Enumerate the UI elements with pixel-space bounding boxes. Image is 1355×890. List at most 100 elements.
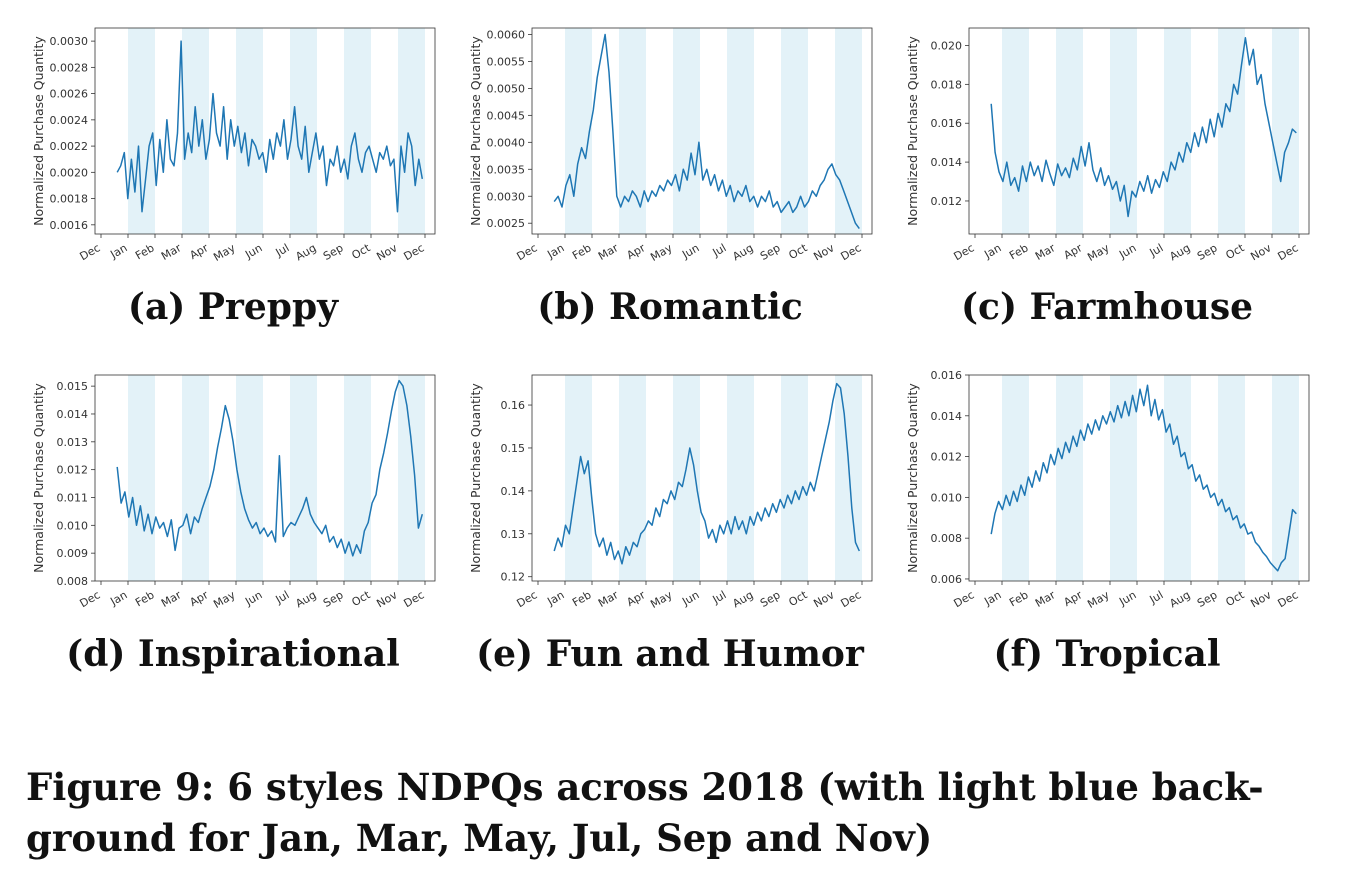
shaded-band-sep — [781, 28, 808, 234]
x-tick-label: Dec — [515, 241, 540, 263]
x-tick-label: Sep — [321, 588, 345, 610]
y-tick-label: 0.0050 — [487, 82, 526, 95]
chart-b: 0.0025 0.0030 0.0035 0.0040 0.0045 0.0050 0.00… — [468, 27, 873, 264]
x-tick-label: Jul — [273, 241, 292, 259]
y-tick-label: 0.0025 — [487, 217, 526, 230]
x-tick-label: Dec — [515, 588, 540, 610]
y-tick-label: 0.012 — [931, 451, 963, 464]
x-tick-label: Jun — [242, 588, 264, 608]
shaded-band-nov — [398, 375, 425, 581]
x-tick-label: Mar — [159, 588, 184, 610]
x-tick-label: Jun — [679, 588, 701, 608]
chart-caption-b: (b) Romantic — [537, 286, 803, 328]
x-tick-label: Dec — [839, 588, 864, 610]
shaded-band-jan — [1002, 28, 1029, 234]
x-tick-label: Oct — [1224, 241, 1248, 262]
y-tick-label: 0.0020 — [50, 166, 89, 179]
shaded-band-jan — [128, 375, 155, 581]
x-tick-label: Jan — [107, 241, 129, 261]
x-tick-label: Jul — [1147, 588, 1166, 606]
chart-panel-a: 0.0016 0.0018 0.0020 0.0022 0.0024 0.0026 0.00… — [15, 16, 451, 351]
shaded-band-jul — [727, 28, 754, 234]
shaded-band-sep — [1218, 28, 1245, 234]
chart-panel-f: 0.006 0.008 0.010 0.012 0.014 0.016 Dec Jan Feb M… — [889, 363, 1325, 698]
shaded-band-sep — [344, 28, 371, 234]
x-tick-label: Sep — [1195, 241, 1219, 263]
x-tick-label: Aug — [730, 588, 755, 610]
x-tick-label: Feb — [1007, 588, 1030, 609]
y-tick-label: 0.14 — [501, 485, 526, 498]
x-tick-label: May — [1085, 241, 1112, 264]
shaded-band-may — [673, 28, 700, 234]
x-tick-label: Jun — [1116, 588, 1138, 608]
x-tick-label: Jan — [107, 588, 129, 608]
y-tick-label: 0.012 — [57, 464, 89, 477]
series-line — [553, 33, 860, 230]
x-tick-label: Nov — [374, 588, 400, 610]
x-tick-label: Jan — [981, 241, 1003, 261]
x-tick-label: Oct — [1224, 588, 1248, 609]
x-tick-label: Aug — [1167, 588, 1192, 610]
x-tick-label: Jul — [710, 241, 729, 259]
shaded-band-jul — [1164, 28, 1191, 234]
x-tick-label: Jun — [679, 241, 701, 261]
y-tick-label: 0.012 — [931, 195, 963, 208]
plot-frame — [94, 374, 436, 582]
x-tick-label: Aug — [730, 241, 755, 263]
y-axis-label: Normalized Purchase Quantity — [31, 383, 46, 573]
shaded-band-nov — [835, 28, 862, 234]
series-line — [990, 36, 1297, 218]
plot-frame — [531, 374, 873, 582]
shaded-band-jul — [290, 28, 317, 234]
x-tick-label: Oct — [350, 241, 374, 262]
x-tick-label: May — [648, 588, 675, 611]
x-tick-label: Jun — [242, 241, 264, 261]
series-line — [116, 379, 424, 557]
shaded-band-nov — [835, 375, 862, 581]
y-tick-label: 0.12 — [501, 571, 526, 584]
y-tick-label: 0.0028 — [50, 61, 89, 74]
y-axis-label: Normalized Purchase Quantity — [468, 36, 483, 226]
x-tick-label: Dec — [839, 241, 864, 263]
shaded-band-sep — [344, 375, 371, 581]
y-tick-label: 0.0030 — [50, 35, 89, 48]
shaded-band-jul — [727, 375, 754, 581]
y-tick-label: 0.008 — [57, 575, 89, 588]
shaded-band-jul — [1164, 375, 1191, 581]
x-tick-label: Nov — [1248, 241, 1274, 263]
plot-frame — [94, 27, 436, 235]
y-tick-label: 0.0026 — [50, 88, 89, 101]
x-tick-label: Jun — [1116, 241, 1138, 261]
shaded-band-mar — [182, 375, 209, 581]
y-tick-label: 0.16 — [501, 399, 526, 412]
chart-panel-b: 0.0025 0.0030 0.0035 0.0040 0.0045 0.0050 0.00… — [452, 16, 888, 351]
x-tick-label: Apr — [188, 588, 211, 609]
y-tick-label: 0.011 — [57, 491, 89, 504]
series-line — [990, 384, 1297, 572]
shaded-band-mar — [182, 28, 209, 234]
x-tick-label: Feb — [133, 241, 156, 262]
x-tick-label: Jan — [544, 588, 566, 608]
y-tick-label: 0.018 — [931, 78, 963, 91]
shaded-band-may — [1110, 28, 1137, 234]
x-tick-label: Feb — [570, 588, 593, 609]
x-tick-label: Sep — [321, 241, 345, 263]
x-tick-label: Apr — [625, 241, 648, 262]
y-axis-label: Normalized Purchase Quantity — [31, 36, 46, 226]
x-tick-label: Apr — [1062, 588, 1085, 609]
y-tick-label: 0.15 — [501, 442, 526, 455]
shaded-band-nov — [398, 28, 425, 234]
y-tick-label: 0.014 — [931, 410, 963, 423]
x-tick-label: Oct — [787, 588, 811, 609]
shaded-band-jan — [565, 375, 592, 581]
plot-frame — [968, 374, 1310, 582]
y-axis-label: Normalized Purchase Quantity — [905, 383, 920, 573]
shaded-band-sep — [1218, 375, 1245, 581]
y-tick-label: 0.0045 — [487, 109, 526, 122]
x-tick-label: Jul — [710, 588, 729, 606]
x-tick-label: Mar — [596, 241, 621, 263]
shaded-band-sep — [781, 375, 808, 581]
chart-a: 0.0016 0.0018 0.0020 0.0022 0.0024 0.0026 0.00… — [31, 27, 436, 264]
x-tick-label: Mar — [1033, 588, 1058, 610]
